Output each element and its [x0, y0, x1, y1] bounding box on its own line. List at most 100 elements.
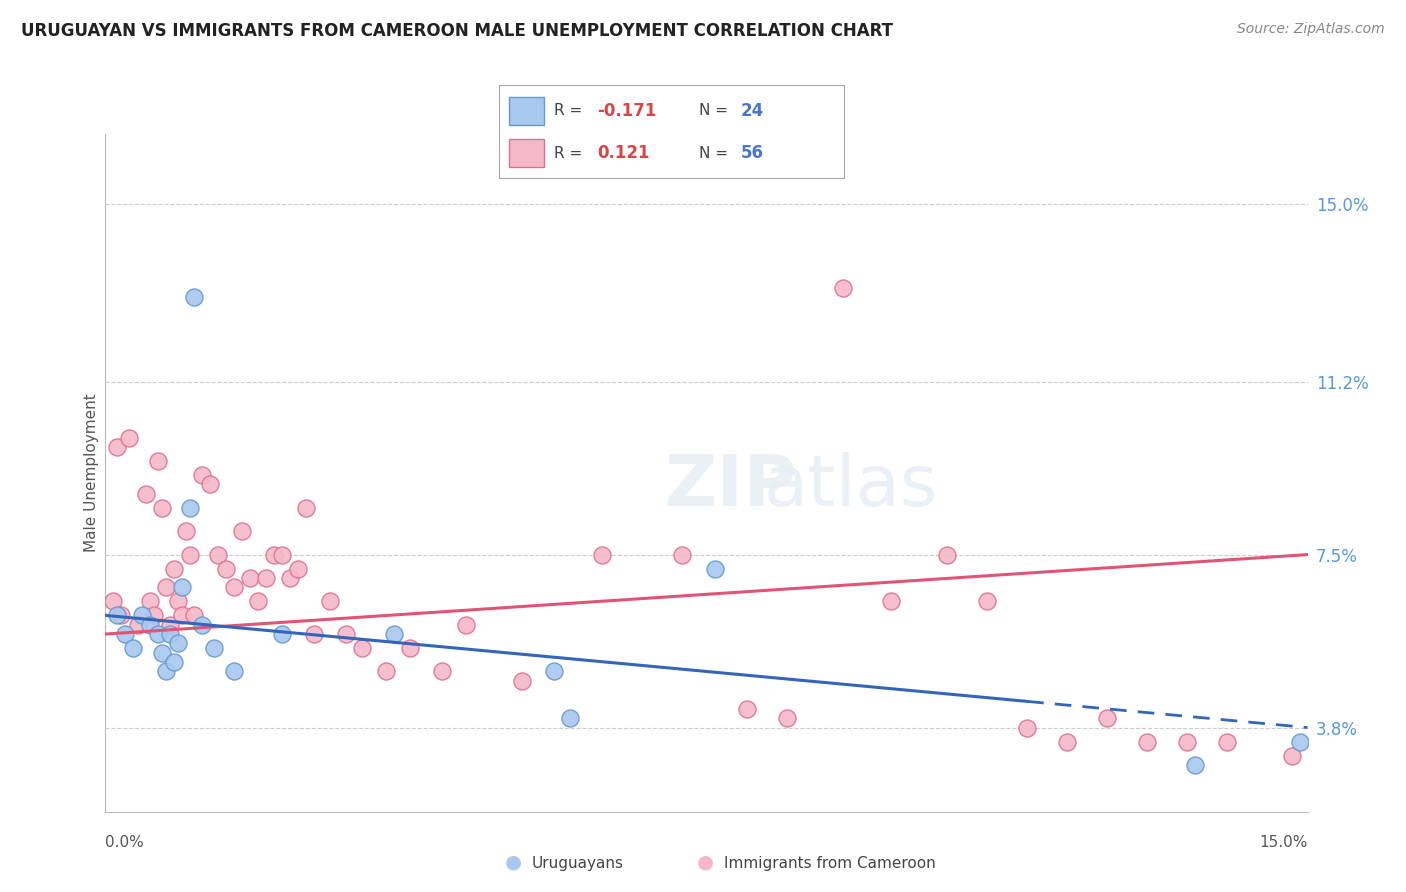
Point	[159, 617, 181, 632]
Point	[1184, 758, 1206, 772]
Point	[374, 665, 398, 679]
Point	[103, 594, 125, 608]
Point	[222, 665, 245, 679]
Text: ZIP: ZIP	[665, 452, 797, 521]
Point	[107, 440, 129, 454]
Point	[776, 711, 799, 725]
Text: Source: ZipAtlas.com: Source: ZipAtlas.com	[1237, 22, 1385, 37]
Point	[1015, 721, 1038, 735]
Point	[138, 617, 160, 632]
Point	[183, 608, 205, 623]
Point	[382, 627, 405, 641]
Point	[287, 561, 309, 575]
Bar	[509, 97, 544, 125]
Point	[159, 627, 181, 641]
Text: R =: R =	[554, 103, 582, 119]
Point	[170, 580, 193, 594]
Text: Immigrants from Cameroon: Immigrants from Cameroon	[724, 856, 936, 871]
Point	[239, 571, 262, 585]
Point	[162, 561, 184, 575]
Point	[1097, 711, 1119, 725]
Text: ●: ●	[697, 852, 714, 871]
Point	[1175, 734, 1198, 748]
Point	[430, 665, 453, 679]
Point	[1056, 734, 1078, 748]
Point	[703, 561, 725, 575]
Point	[302, 627, 325, 641]
Point	[174, 524, 197, 539]
Text: atlas: atlas	[763, 452, 938, 521]
Point	[114, 627, 136, 641]
Point	[162, 655, 184, 669]
Point	[166, 594, 188, 608]
Point	[295, 500, 318, 515]
Point	[179, 500, 201, 515]
Text: 15.0%: 15.0%	[1260, 835, 1308, 850]
Point	[246, 594, 269, 608]
Point	[831, 281, 853, 295]
Point	[150, 646, 173, 660]
Text: URUGUAYAN VS IMMIGRANTS FROM CAMEROON MALE UNEMPLOYMENT CORRELATION CHART: URUGUAYAN VS IMMIGRANTS FROM CAMEROON MA…	[21, 22, 893, 40]
Point	[399, 641, 422, 656]
Point	[207, 548, 229, 562]
Point	[671, 548, 693, 562]
Point	[135, 487, 157, 501]
Point	[543, 665, 565, 679]
Point	[118, 431, 141, 445]
Point	[880, 594, 903, 608]
Point	[456, 617, 478, 632]
Point	[270, 548, 292, 562]
Point	[350, 641, 373, 656]
Point	[155, 580, 177, 594]
Point	[254, 571, 277, 585]
Text: N =: N =	[699, 145, 728, 161]
Point	[278, 571, 301, 585]
Point	[1136, 734, 1159, 748]
Text: N =: N =	[699, 103, 728, 119]
Point	[138, 594, 160, 608]
Point	[166, 636, 188, 650]
Point	[319, 594, 342, 608]
Bar	[509, 139, 544, 167]
Point	[270, 627, 292, 641]
Point	[127, 617, 149, 632]
Point	[214, 561, 236, 575]
Point	[1288, 734, 1310, 748]
Point	[976, 594, 998, 608]
Point	[735, 702, 758, 716]
Point	[936, 548, 959, 562]
Point	[190, 617, 212, 632]
Text: -0.171: -0.171	[598, 102, 657, 120]
Point	[146, 454, 169, 468]
Point	[335, 627, 357, 641]
Point	[591, 548, 613, 562]
Point	[131, 608, 153, 623]
Text: R =: R =	[554, 145, 582, 161]
Point	[198, 477, 221, 491]
Point	[190, 468, 212, 483]
Point	[107, 608, 129, 623]
Y-axis label: Male Unemployment: Male Unemployment	[83, 393, 98, 552]
Text: 0.121: 0.121	[598, 145, 650, 162]
Point	[155, 665, 177, 679]
Text: 0.0%: 0.0%	[105, 835, 145, 850]
Point	[110, 608, 132, 623]
Point	[150, 500, 173, 515]
Point	[202, 641, 225, 656]
Point	[1216, 734, 1239, 748]
Text: Uruguayans: Uruguayans	[531, 856, 623, 871]
Text: 56: 56	[741, 145, 763, 162]
Point	[170, 608, 193, 623]
Text: 24: 24	[741, 102, 763, 120]
Point	[1281, 748, 1303, 763]
Text: ●: ●	[505, 852, 522, 871]
Point	[231, 524, 253, 539]
Point	[263, 548, 285, 562]
Point	[183, 290, 205, 304]
Point	[142, 608, 165, 623]
Point	[179, 548, 201, 562]
Point	[560, 711, 582, 725]
Point	[122, 641, 145, 656]
Point	[510, 673, 533, 688]
Point	[222, 580, 245, 594]
